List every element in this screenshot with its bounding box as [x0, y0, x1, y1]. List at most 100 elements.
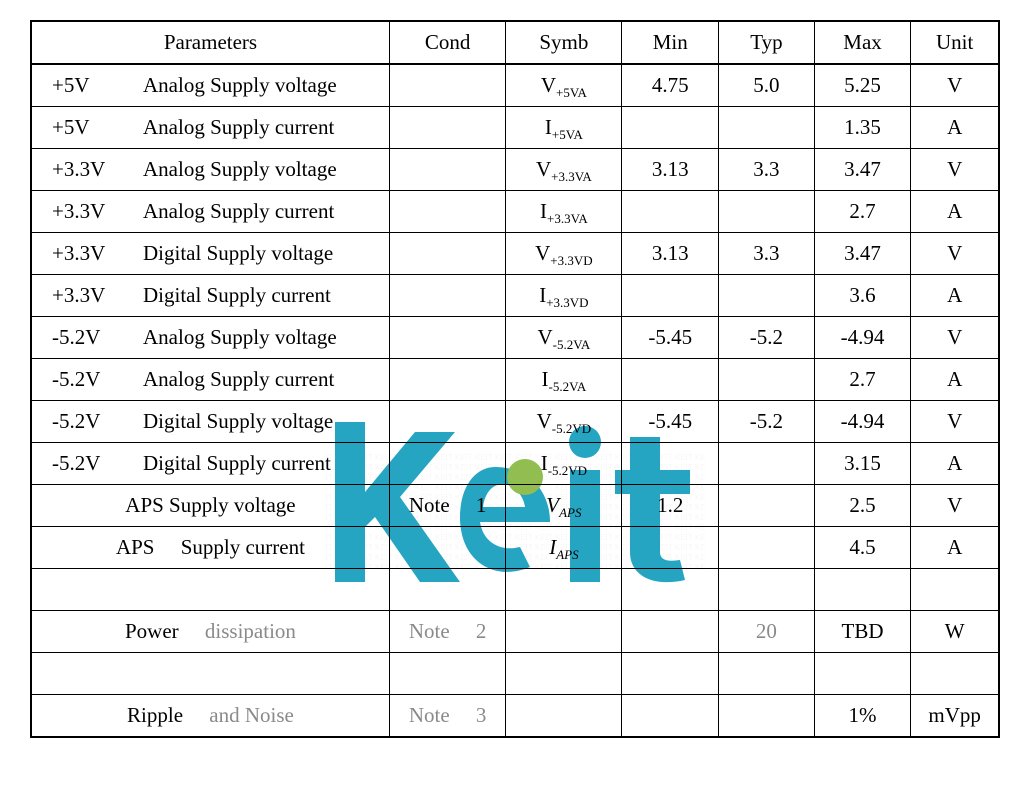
empty-cell [389, 653, 505, 695]
symb-cell: I+3.3VA [506, 191, 622, 233]
symb-cell: V+3.3VD [506, 233, 622, 275]
min-cell [622, 275, 719, 317]
cond-cell [389, 527, 505, 569]
cond-cell [389, 317, 505, 359]
table-row: -5.2V Analog Supply voltageV-5.2VA-5.45-… [31, 317, 999, 359]
unit-cell: V [911, 149, 999, 191]
param-cell: Ripple and Noise [31, 695, 389, 738]
symb-cell: V+3.3VA [506, 149, 622, 191]
empty-cell [31, 653, 389, 695]
max-cell: 4.5 [814, 527, 911, 569]
empty-cell [389, 569, 505, 611]
param-cell: -5.2V Digital Supply voltage [31, 401, 389, 443]
cond-cell [389, 401, 505, 443]
unit-cell: V [911, 64, 999, 107]
typ-cell [719, 443, 815, 485]
table-row: APS Supply currentIAPS4.5A [31, 527, 999, 569]
max-cell: 3.47 [814, 149, 911, 191]
unit-cell: A [911, 359, 999, 401]
symb-cell: I-5.2VD [506, 443, 622, 485]
typ-cell: 3.3 [719, 233, 815, 275]
param-cell: +3.3V Digital Supply current [31, 275, 389, 317]
typ-cell [719, 107, 815, 149]
unit-cell: V [911, 233, 999, 275]
cond-cell: Note 1 [389, 485, 505, 527]
cond-cell [389, 359, 505, 401]
symb-cell: V-5.2VA [506, 317, 622, 359]
table-row: +3.3V Analog Supply currentI+3.3VA2.7A [31, 191, 999, 233]
unit-cell: W [911, 611, 999, 653]
header-parameters: Parameters [31, 21, 389, 64]
typ-cell: -5.2 [719, 401, 815, 443]
header-max: Max [814, 21, 911, 64]
table-row: +5V Analog Supply voltage V+5VA4.755.05.2… [31, 64, 999, 107]
cond-cell: Note 3 [389, 695, 505, 738]
param-cell: Power dissipation [31, 611, 389, 653]
table-row: -5.2V Analog Supply currentI-5.2VA2.7A [31, 359, 999, 401]
typ-cell: 20 [719, 611, 815, 653]
max-cell: 2.5 [814, 485, 911, 527]
unit-cell: V [911, 401, 999, 443]
table-row: -5.2V Digital Supply voltage V-5.2VD-5.45… [31, 401, 999, 443]
table-row: APS Supply voltageNote 1VAPS1.22.5V [31, 485, 999, 527]
typ-cell [719, 695, 815, 738]
param-cell: +3.3V Digital Supply voltage [31, 233, 389, 275]
unit-cell: A [911, 107, 999, 149]
cond-cell: Note 2 [389, 611, 505, 653]
header-min: Min [622, 21, 719, 64]
param-cell: -5.2V Analog Supply current [31, 359, 389, 401]
min-cell [622, 107, 719, 149]
table-row: Power dissipationNote 220TBDW [31, 611, 999, 653]
symb-cell: I+3.3VD [506, 275, 622, 317]
empty-cell [719, 653, 815, 695]
table-header-row: Parameters Cond Symb Min Typ Max Unit [31, 21, 999, 64]
table-row: +5V Analog Supply currentI+5VA1.35A [31, 107, 999, 149]
unit-cell: V [911, 317, 999, 359]
min-cell: -5.45 [622, 401, 719, 443]
symb-cell [506, 611, 622, 653]
symb-cell: V+5VA [506, 64, 622, 107]
header-cond: Cond [389, 21, 505, 64]
param-cell: APS Supply voltage [31, 485, 389, 527]
cond-cell [389, 107, 505, 149]
cond-cell [389, 64, 505, 107]
table-row: Ripple and NoiseNote 3 1%mVpp [31, 695, 999, 738]
specifications-table: Parameters Cond Symb Min Typ Max Unit +5… [30, 20, 1000, 738]
param-cell: +5V Analog Supply current [31, 107, 389, 149]
unit-cell: mVpp [911, 695, 999, 738]
max-cell: -4.94 [814, 401, 911, 443]
min-cell [622, 191, 719, 233]
min-cell [622, 527, 719, 569]
cond-cell [389, 233, 505, 275]
cond-cell [389, 149, 505, 191]
min-cell [622, 443, 719, 485]
max-cell: 3.47 [814, 233, 911, 275]
min-cell: 3.13 [622, 149, 719, 191]
cond-cell [389, 191, 505, 233]
min-cell: 4.75 [622, 64, 719, 107]
max-cell: 3.6 [814, 275, 911, 317]
typ-cell: 5.0 [719, 64, 815, 107]
cond-cell [389, 443, 505, 485]
typ-cell [719, 527, 815, 569]
min-cell [622, 359, 719, 401]
max-cell: 1.35 [814, 107, 911, 149]
symb-cell: V-5.2VD [506, 401, 622, 443]
typ-cell [719, 359, 815, 401]
empty-cell [622, 653, 719, 695]
typ-cell: -5.2 [719, 317, 815, 359]
empty-cell [622, 569, 719, 611]
header-symb: Symb [506, 21, 622, 64]
unit-cell: A [911, 275, 999, 317]
typ-cell [719, 485, 815, 527]
max-cell: 1% [814, 695, 911, 738]
max-cell: 5.25 [814, 64, 911, 107]
param-cell: +5V Analog Supply voltage [31, 64, 389, 107]
min-cell: -5.45 [622, 317, 719, 359]
max-cell: 3.15 [814, 443, 911, 485]
min-cell [622, 695, 719, 738]
unit-cell: A [911, 527, 999, 569]
empty-cell [31, 569, 389, 611]
unit-cell: A [911, 443, 999, 485]
param-cell: +3.3V Analog Supply current [31, 191, 389, 233]
